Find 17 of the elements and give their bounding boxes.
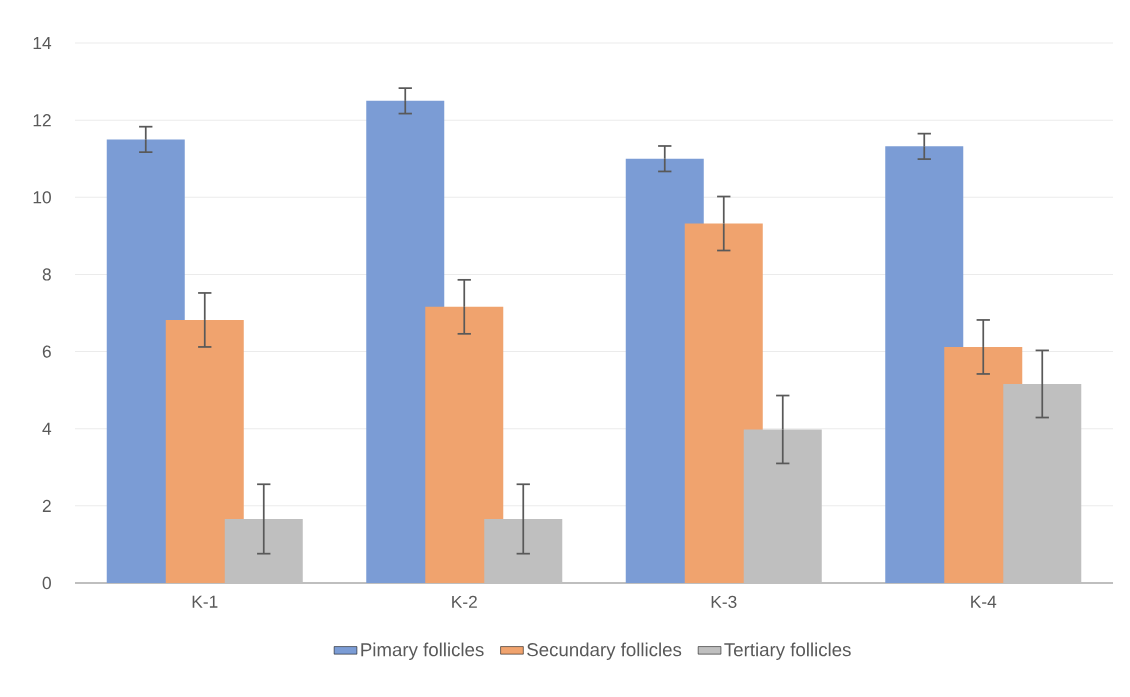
y-tick-label: 8 xyxy=(42,268,51,281)
y-tick-label: 0 xyxy=(42,576,51,590)
y-tick-label: 14 xyxy=(33,37,52,49)
legend-label: Secundary follicles xyxy=(527,642,682,660)
x-tick-label: K-3 xyxy=(711,595,737,608)
x-tick-label: K-1 xyxy=(192,595,218,608)
y-tick-label: 2 xyxy=(42,499,51,512)
y-tick-label: 12 xyxy=(33,114,51,127)
bar xyxy=(165,319,244,583)
y-tick-label: 6 xyxy=(42,345,51,358)
bar xyxy=(425,306,504,583)
legend-label: Pimary follicles xyxy=(361,642,484,660)
y-tick-label: 10 xyxy=(33,191,51,204)
x-tick-label: K-2 xyxy=(452,595,477,608)
y-tick-label: 4 xyxy=(42,422,52,435)
x-tick-label: K-4 xyxy=(971,595,997,608)
legend-label: Tertiary follicles xyxy=(724,642,851,660)
